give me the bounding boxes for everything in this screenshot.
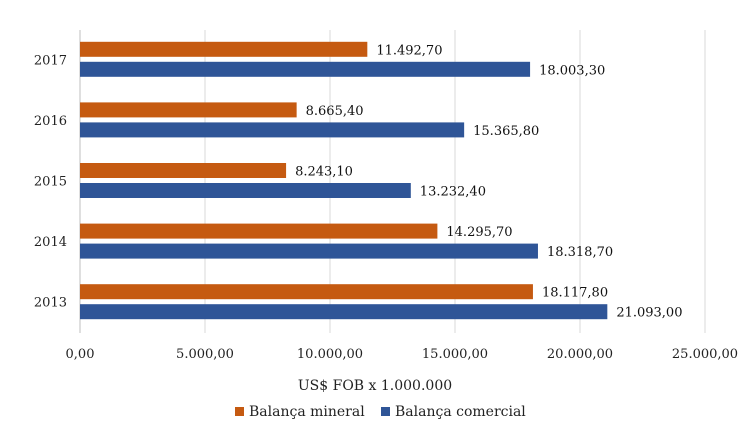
y-tick-label: 2013 (34, 296, 67, 311)
y-tick-label: 2016 (34, 114, 67, 129)
bars (80, 41, 608, 320)
bar-comercial-2013 (80, 304, 608, 320)
data-label: 18.003,30 (539, 63, 605, 78)
x-tick-label: 25.000,00 (672, 347, 738, 362)
bar-mineral-2014 (80, 223, 438, 239)
y-tick-label: 2017 (34, 53, 67, 68)
x-tick-labels: 0,00 5.000,00 10.000,00 15.000,00 20.000,00 2… (66, 347, 739, 362)
data-label: 15.365,80 (473, 124, 539, 139)
data-label: 21.093,00 (616, 306, 682, 321)
bar-comercial-2015 (80, 183, 411, 198)
x-tick-label: 15.000,00 (422, 347, 488, 362)
data-label: 8.665,40 (306, 104, 364, 119)
data-label: 11.492,70 (376, 43, 442, 58)
x-tick-label: 5.000,00 (176, 347, 234, 362)
legend-swatch (235, 407, 244, 416)
bar-mineral-2013 (80, 284, 533, 300)
legend-label: Balança comercial (395, 404, 526, 420)
x-tick-label: 20.000,00 (547, 347, 613, 362)
bar-mineral-2015 (80, 163, 287, 178)
data-label: 8.243,10 (295, 165, 353, 180)
bar-mineral-2016 (80, 102, 297, 118)
legend-label: Balança mineral (249, 404, 365, 420)
x-tick-label: 10.000,00 (297, 347, 363, 362)
legend-swatch (381, 407, 390, 416)
data-labels: 11.492,70 18.003,30 8.665,40 15.365,80 8.243… (295, 43, 682, 320)
y-tick-label: 2014 (34, 235, 67, 250)
gridlines (204, 30, 706, 333)
y-tick-label: 2015 (34, 175, 67, 190)
data-label: 14.295,70 (446, 225, 512, 240)
bar-mineral-2017 (80, 41, 368, 57)
data-label: 18.117,80 (542, 286, 608, 301)
bar-comercial-2016 (80, 122, 465, 138)
legend: Balança mineral Balança comercial (235, 404, 526, 420)
bar-comercial-2017 (80, 61, 531, 77)
bar-comercial-2014 (80, 243, 538, 259)
y-tick-labels: 2017 2016 2015 2014 2013 (34, 53, 67, 310)
data-label: 13.232,40 (420, 185, 486, 200)
x-tick-label: 0,00 (66, 347, 95, 362)
data-label: 18.318,70 (547, 245, 613, 260)
x-axis-title: US$ FOB x 1.000.000 (298, 378, 452, 394)
